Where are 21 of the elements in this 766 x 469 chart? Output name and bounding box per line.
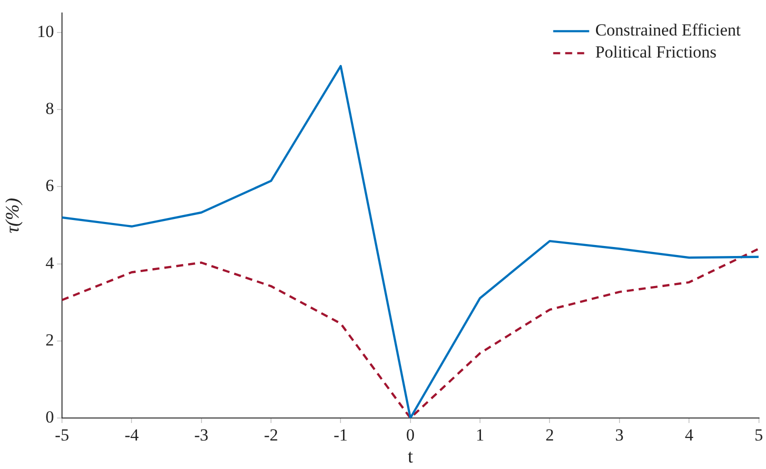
x-tick-label: 4 — [684, 426, 694, 445]
x-tick-label: -4 — [124, 426, 140, 445]
legend-label: Political Frictions — [595, 42, 717, 62]
x-tick-label: 1 — [476, 426, 484, 445]
x-tick-label: -3 — [194, 426, 208, 445]
y-axis-title: τ(%) — [2, 198, 24, 234]
y-tick-label: 2 — [46, 330, 54, 350]
x-tick-label: 5 — [754, 426, 763, 445]
x-tick-label: -5 — [54, 426, 70, 445]
x-tick-label: 3 — [615, 426, 624, 445]
x-axis-title: t — [408, 446, 414, 468]
y-tick-label: 4 — [46, 253, 54, 272]
y-tick-label: 8 — [46, 99, 54, 118]
y-tick-label: 0 — [46, 407, 54, 426]
x-tick-label: 2 — [545, 426, 554, 445]
y-tick-label: 10 — [37, 22, 54, 41]
x-tick-label: 0 — [406, 426, 415, 445]
y-tick-label: 6 — [46, 176, 54, 196]
x-tick-label: -1 — [334, 426, 348, 445]
x-tick-label: -2 — [264, 426, 278, 445]
legend-label: Constrained Efficient — [595, 20, 742, 40]
